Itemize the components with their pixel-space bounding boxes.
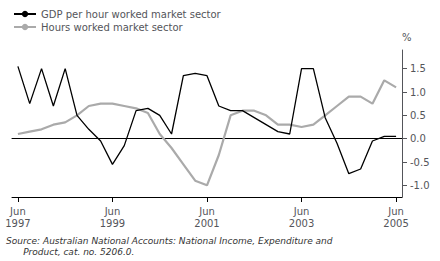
svg-text:Product, cat. no. 5206.0.: Product, cat. no. 5206.0. <box>6 247 134 257</box>
svg-text:-1.0: -1.0 <box>410 180 430 191</box>
svg-text:Jun: Jun <box>293 206 310 217</box>
svg-text:GDP per hour worked market sec: GDP per hour worked market sector <box>41 9 222 20</box>
svg-text:Hours worked market sector: Hours worked market sector <box>41 22 184 33</box>
svg-text:2003: 2003 <box>289 218 314 229</box>
svg-text:Source: Australian National Ac: Source: Australian National Accounts: Na… <box>6 236 333 246</box>
svg-text:0.5: 0.5 <box>410 110 426 121</box>
svg-text:1.5: 1.5 <box>410 63 426 74</box>
svg-text:1997: 1997 <box>5 218 30 229</box>
svg-text:%: % <box>402 32 412 43</box>
svg-text:2005: 2005 <box>383 218 408 229</box>
svg-text:Jun: Jun <box>387 206 404 217</box>
svg-text:2001: 2001 <box>194 218 219 229</box>
svg-text:Jun: Jun <box>9 206 26 217</box>
svg-text:Jun: Jun <box>104 206 121 217</box>
svg-text:1999: 1999 <box>100 218 125 229</box>
svg-text:1.0: 1.0 <box>410 87 426 98</box>
svg-text:-0.5: -0.5 <box>410 157 430 168</box>
svg-text:0.0: 0.0 <box>410 133 426 144</box>
svg-text:Jun: Jun <box>198 206 215 217</box>
